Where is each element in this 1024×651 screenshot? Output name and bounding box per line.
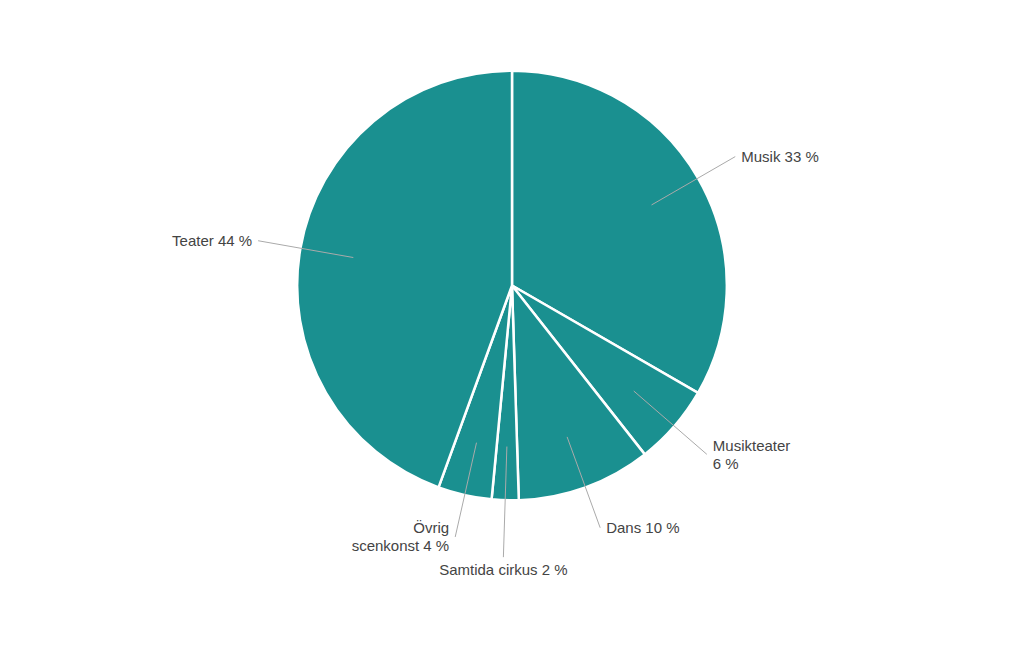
- data-label: Samtida cirkus 2 %: [439, 561, 567, 578]
- pie-slice: [297, 71, 512, 488]
- data-label: Musik 33 %: [741, 148, 819, 165]
- slices: [297, 71, 727, 501]
- data-label: Musikteater6 %: [713, 437, 791, 472]
- chart-svg: Musik 33 % Musikteater6 % Dans 10 % Samtida…: [0, 0, 1024, 651]
- labels: Musik 33 % Musikteater6 % Dans 10 % Samtida…: [172, 148, 819, 579]
- leader-lines: [258, 157, 735, 558]
- leader-line: [503, 447, 507, 558]
- leader-line: [258, 241, 353, 258]
- leader-line: [455, 443, 476, 537]
- data-label: Teater 44 %: [172, 232, 252, 249]
- data-label: Övrigscenkonst 4 %: [352, 519, 450, 554]
- pie-group: Musik 33 % Musikteater6 % Dans 10 % Samtida…: [172, 71, 819, 579]
- leader-line: [652, 157, 736, 205]
- leader-line: [634, 391, 707, 454]
- leader-line: [567, 437, 600, 528]
- data-label: Dans 10 %: [606, 519, 679, 536]
